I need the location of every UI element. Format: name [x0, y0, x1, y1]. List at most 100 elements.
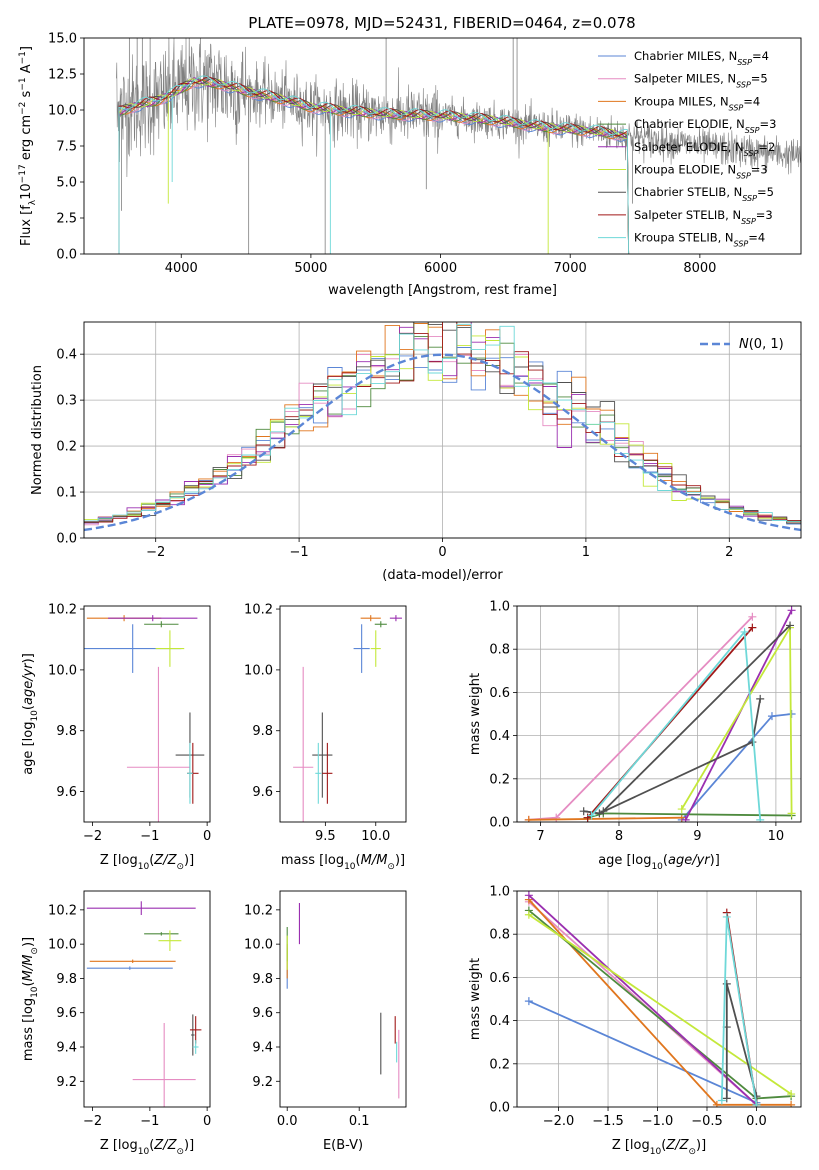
weight-marker-salpeter_miles	[748, 612, 757, 621]
y-tick-label: 0.4	[56, 348, 77, 363]
age_vs_Z-xlabel-part: ⊙	[176, 862, 184, 872]
y-tick-label: 0.0	[56, 248, 77, 263]
legend-sub: SSP	[741, 216, 756, 225]
x-tick-label: −2	[146, 545, 165, 560]
weight-marker-kroupa_elodie	[524, 910, 533, 919]
y-tick-label: 10.2	[244, 603, 273, 618]
massweight_vs_Z-xlabel-part: 10	[650, 1147, 662, 1157]
x-tick-label: −2	[83, 829, 102, 844]
figure-title: PLATE=0978, MJD=52431, FIBERID=0464, z=0…	[248, 14, 635, 32]
mass_vs_Z-xlabel-part: 10	[138, 1147, 150, 1157]
y-tick-label: 10.0	[48, 938, 77, 953]
legend-label-salpeter_miles: Salpeter MILES, NSSP=5	[634, 72, 768, 90]
x-tick-label: 0	[203, 1114, 211, 1129]
x-tick-label: 9.5	[315, 829, 336, 844]
spectrum-ylabel-part: Flux [f	[19, 205, 34, 246]
spectrum-ylabel-part: −1	[18, 77, 28, 90]
mass_vs_Z-xlabel-part: ⊙	[176, 1147, 184, 1157]
mass_vs_Z-xlabel: Z [log10(Z/Z⊙)]	[100, 1138, 194, 1157]
massweight_vs_age-xlabel-part: age [log	[598, 853, 651, 868]
massweight_vs_age-xlabel-part: (	[663, 853, 668, 868]
age_vs_mass-xlabel-part: mass [log	[281, 853, 344, 868]
y-tick-label: 9.2	[252, 1075, 273, 1090]
y-tick-label: 10.0	[48, 104, 77, 119]
weight-line-kroupa_stelib	[590, 629, 762, 820]
legend-n: =4	[752, 49, 769, 63]
weight-marker-salpeter_miles	[552, 813, 561, 822]
y-tick-label: 2.5	[56, 212, 77, 227]
mass_vs_Z-ylabel-part: ⊙	[30, 947, 40, 955]
weight-marker-chabrier_stelib	[748, 738, 757, 747]
weight-marker-kroupa_stelib	[722, 912, 731, 921]
weight-marker-salpeter_stelib	[748, 623, 757, 632]
x-tick-label: 7000	[554, 261, 587, 276]
spectrum-ylabel-part: A	[19, 64, 34, 77]
age_vs_Z-xlabel-part: 10	[138, 862, 150, 872]
legend-gaussian-label: N(0, 1)	[739, 337, 784, 352]
age_vs_Z-ylabel-part: )]	[21, 653, 36, 663]
age_vs_mass-axes: 9.5 10.0 9.6 9.8 10.0 10.2 mass [log10(M/M⊙)]	[244, 603, 407, 872]
spectrum-model-chabrier_miles	[118, 82, 630, 254]
weight-marker-salpeter_elodie	[524, 891, 533, 900]
massweight_vs_Z-xlabel-part: )]	[696, 1138, 706, 1153]
y-tick-label: 12.5	[48, 68, 77, 83]
weight-marker-kroupa_elodie	[787, 1090, 796, 1099]
massweight_vs_Z-frame	[516, 890, 802, 1108]
massweight_vs_age-ylabel: mass weight	[468, 673, 483, 755]
legend-name: Chabrier ELODIE, N	[634, 117, 745, 131]
spectrum-ylabel-part: λ	[28, 199, 38, 205]
spectrum-model-kroupa_elodie	[118, 78, 630, 254]
x-tick-label: −0.5	[691, 1114, 723, 1129]
legend-sub: SSP	[745, 126, 760, 135]
weight-marker-kroupa_stelib	[756, 815, 765, 822]
y-tick-label: 1.0	[489, 885, 510, 900]
weight-line-kroupa_elodie	[528, 914, 792, 1095]
x-tick-label: 8	[615, 829, 623, 844]
weight-marker-chabrier_stelib	[722, 1094, 731, 1103]
massweight_vs_Z-xlabel-part: Z/Z	[665, 1138, 689, 1153]
weight-marker-kroupa_elodie	[787, 809, 796, 818]
spectrum-model-kroupa_stelib	[118, 75, 630, 254]
age_vs_Z-xlabel: Z [log10(Z/Z⊙)]	[100, 853, 194, 872]
massweight_vs_age-xlabel-part: age/yr	[668, 853, 711, 868]
y-tick-label: 9.8	[56, 724, 77, 739]
legend-n: =4	[748, 231, 765, 245]
spectrum-model-salpeter_stelib	[118, 76, 630, 254]
age_vs_mass-xlabel-part: 10	[344, 862, 356, 872]
y-tick-label: 10.2	[48, 603, 77, 618]
gaussian-curve	[84, 353, 801, 532]
y-tick-label: 9.6	[56, 1006, 77, 1021]
legend-n: =5	[757, 185, 774, 199]
age_vs_Z-ylabel-part: (	[21, 705, 36, 710]
weight-line-kroupa_miles	[528, 816, 682, 821]
x-tick-label: 8000	[683, 261, 716, 276]
hist-kroupa_stelib	[84, 323, 801, 522]
weight-marker-kroupa_stelib	[717, 1096, 726, 1105]
legend-sub: SSP	[744, 148, 759, 157]
age_vs_Z-xlabel-part: )]	[184, 853, 194, 868]
massweight_vs_age-lines	[524, 606, 796, 822]
mass_vs_Z-xlabel-part: )]	[184, 1138, 194, 1153]
residuals-frame	[83, 321, 802, 539]
x-tick-label: 2	[725, 545, 733, 560]
weight-marker-kroupa_miles	[712, 1100, 721, 1107]
y-tick-label: 9.2	[56, 1075, 77, 1090]
y-tick-label: 7.5	[56, 140, 77, 155]
age_vs_Z-xlabel-part: Z [log	[100, 853, 138, 868]
age_vs_Z-ylabel: age [log10(age/yr)]	[21, 653, 40, 775]
legend-n: =3	[756, 208, 773, 222]
legend-sub: SSP	[736, 80, 751, 89]
y-tick-label: 0.0	[489, 816, 510, 831]
legend-n: =3	[751, 163, 768, 177]
y-tick-label: 0.8	[489, 643, 510, 658]
massweight_vs_Z-xlabel: Z [log10(Z/Z⊙)]	[612, 1138, 706, 1157]
y-tick-label: 9.4	[56, 1041, 77, 1056]
massweight_vs_Z-ylabel-part: mass weight	[468, 958, 483, 1040]
y-tick-label: 10.0	[244, 938, 273, 953]
massweight_vs_Z-xlabel-part: ⊙	[688, 1147, 696, 1157]
y-tick-label: 0.2	[489, 772, 510, 787]
spectrum-data	[116, 38, 801, 254]
massweight_vs_Z-lines	[524, 891, 796, 1107]
weight-marker-kroupa_elodie	[677, 805, 686, 814]
